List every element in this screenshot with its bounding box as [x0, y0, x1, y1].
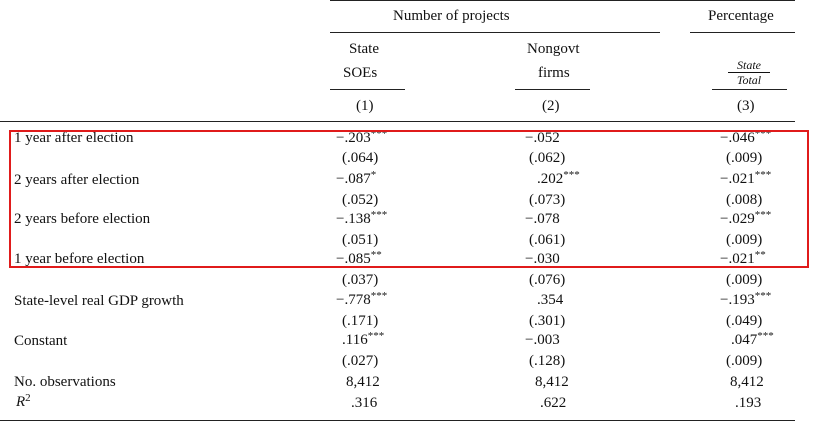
col2-header-rule	[515, 89, 590, 90]
col1-number: (1)	[356, 98, 374, 114]
se-col3: (.049)	[726, 313, 763, 329]
row-label: Constant	[14, 333, 68, 349]
se-col2: (.061)	[529, 232, 566, 248]
row-label: 2 years before election	[14, 211, 151, 227]
coef-col1: −.138***	[336, 209, 388, 227]
col3-header-rule	[712, 89, 787, 90]
coef-col3: −.021**	[720, 249, 766, 267]
r-squared-col3: .193	[735, 395, 762, 411]
group-header-number-of-projects: Number of projects	[393, 8, 510, 24]
observations-col3: 8,412	[730, 374, 764, 390]
r-squared-col2: .622	[540, 395, 567, 411]
coef-col1: −.203***	[336, 128, 388, 146]
group2-rule	[690, 32, 795, 33]
row-label: 1 year before election	[14, 251, 145, 267]
se-col1: (.051)	[342, 232, 379, 248]
coef-col3: −.193***	[720, 290, 772, 308]
r-squared-label: R2	[16, 392, 31, 410]
col3-header-fraction: State Total	[728, 59, 770, 86]
col3-number: (3)	[737, 98, 755, 114]
se-col3: (.009)	[726, 272, 763, 288]
highlight-box	[9, 130, 809, 268]
se-col1: (.037)	[342, 272, 379, 288]
col2-header-line2: firms	[538, 65, 570, 81]
group1-rule	[330, 32, 660, 33]
observations-col2: 8,412	[535, 374, 569, 390]
coef-col1: −.778***	[336, 290, 388, 308]
se-col1: (.171)	[342, 313, 379, 329]
se-col2: (.128)	[529, 353, 566, 369]
se-col1: (.052)	[342, 192, 379, 208]
se-col2: (.301)	[529, 313, 566, 329]
se-col1: (.027)	[342, 353, 379, 369]
coef-col2: −.052	[525, 130, 560, 146]
group-header-percentage: Percentage	[708, 8, 774, 24]
col2-number: (2)	[542, 98, 560, 114]
header-bottom-rule	[0, 121, 795, 122]
col2-header-line1: Nongovt	[527, 41, 580, 57]
se-col3: (.009)	[726, 232, 763, 248]
observations-col1: 8,412	[346, 374, 380, 390]
coef-col2: .202***	[537, 169, 580, 187]
col1-header-rule	[330, 89, 405, 90]
coef-col1: .116***	[342, 330, 385, 348]
se-col3: (.009)	[726, 150, 763, 166]
top-rule	[330, 0, 795, 1]
observations-label: No. observations	[14, 374, 116, 390]
coef-col1: −.085**	[336, 249, 382, 267]
row-label: 1 year after election	[14, 130, 134, 146]
se-col3: (.009)	[726, 353, 763, 369]
se-col2: (.062)	[529, 150, 566, 166]
coef-col3: −.046***	[720, 128, 772, 146]
coef-col2: −.078	[525, 211, 560, 227]
coef-col1: −.087*	[336, 169, 377, 187]
se-col1: (.064)	[342, 150, 379, 166]
row-label: 2 years after election	[14, 172, 140, 188]
col1-header-line1: State	[349, 41, 379, 57]
coef-col2: .354	[537, 292, 564, 308]
se-col3: (.008)	[726, 192, 763, 208]
r-squared-col1: .316	[351, 395, 378, 411]
col3-header-denominator: Total	[736, 73, 762, 87]
coef-col3: .047***	[731, 330, 774, 348]
col1-header-line2: SOEs	[343, 65, 378, 81]
se-col2: (.076)	[529, 272, 566, 288]
coef-col2: −.030	[525, 251, 560, 267]
coef-col3: −.029***	[720, 209, 772, 227]
row-label: State-level real GDP growth	[14, 293, 184, 309]
se-col2: (.073)	[529, 192, 566, 208]
coef-col3: −.021***	[720, 169, 772, 187]
coef-col2: −.003	[525, 332, 560, 348]
fraction-bar	[728, 72, 770, 73]
bottom-rule	[0, 420, 795, 421]
col3-header-numerator: State	[737, 58, 761, 72]
